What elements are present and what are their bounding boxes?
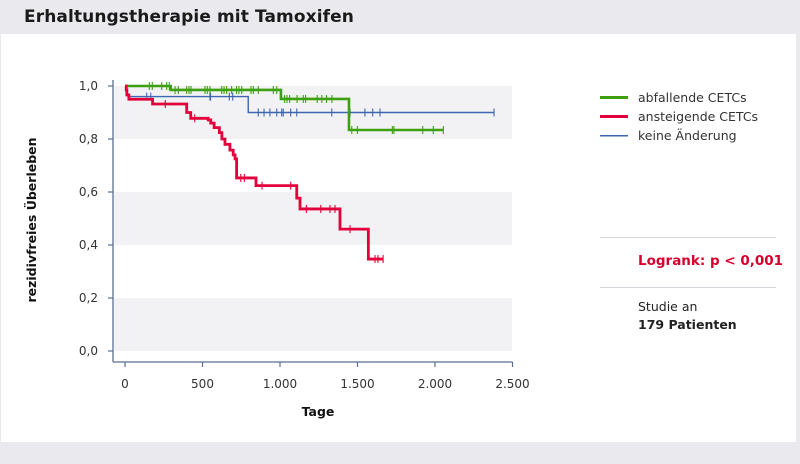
study-info: Studie an 179 Patienten: [638, 298, 737, 334]
bottom-bar: [0, 442, 800, 464]
legend-label: ansteigende CETCs: [638, 109, 759, 124]
legend-swatch-red: [600, 114, 628, 118]
legend-label: keine Änderung: [638, 128, 737, 143]
y-tick-label: 0,4: [79, 238, 98, 252]
y-tick-label: 0,0: [79, 344, 98, 358]
grid-band: [114, 298, 512, 351]
divider-bottom: [600, 287, 776, 288]
x-tick-label: 500: [191, 377, 214, 391]
series-lines: [124, 82, 495, 264]
legend-item-keine-aenderung: keine Änderung: [600, 126, 758, 145]
x-tick-label: 2.000: [418, 377, 452, 391]
km-curve: [124, 84, 384, 261]
page-title: Erhaltungstherapie mit Tamoxifen: [24, 7, 354, 27]
km-curve: [125, 84, 444, 132]
legend: abfallende CETCs ansteigende CETCs keine…: [600, 88, 758, 145]
y-tick-label: 0,6: [79, 185, 98, 199]
legend-swatch-blue: [600, 134, 628, 136]
x-tick-label: 1.000: [263, 377, 297, 391]
x-tick-label: 2.500: [495, 377, 529, 391]
y-tick-label: 1,0: [79, 79, 98, 93]
x-axis-title: Tage: [302, 404, 335, 419]
x-tick-label: 0: [121, 377, 129, 391]
patient-count: 179 Patienten: [638, 317, 737, 332]
x-tick-label: 1.500: [340, 377, 374, 391]
legend-label: abfallende CETCs: [638, 90, 747, 105]
logrank-stat: Logrank: p < 0,001: [638, 253, 784, 269]
legend-item-ansteigende: ansteigende CETCs: [600, 107, 758, 126]
y-tick-label: 0,8: [79, 132, 98, 146]
grid-bands: [114, 86, 512, 351]
legend-item-abfallende: abfallende CETCs: [600, 88, 758, 107]
grid-band: [114, 192, 512, 245]
y-axis-title: rezidivfreies Überleben: [24, 137, 39, 302]
title-bar: Erhaltungstherapie mit Tamoxifen: [0, 0, 800, 34]
axes: 0,0 0,2 0,4 0,6 0,8 1,0 0 500 1.000 1.500 2.000 2.5…: [79, 79, 530, 391]
study-line-1: Studie an: [638, 299, 698, 314]
legend-swatch-green: [600, 95, 628, 99]
y-tick-label: 0,2: [79, 291, 98, 305]
divider-top: [600, 237, 776, 238]
